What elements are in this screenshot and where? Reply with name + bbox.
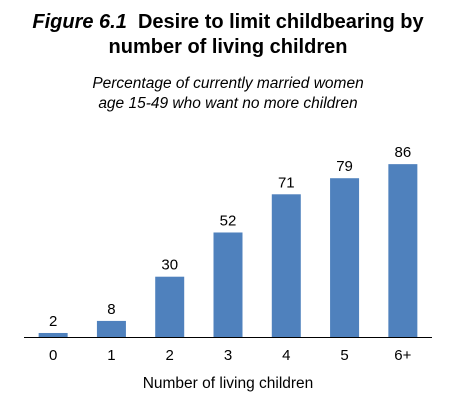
x-tick-label-0: 0 xyxy=(49,347,57,364)
subtitle-line-2: age 15-49 who want no more children xyxy=(98,95,358,112)
title-line-1: Figure 6.1 Desire to limit childbearing … xyxy=(0,10,456,35)
x-tick-label-3: 3 xyxy=(224,347,232,364)
bar-3 xyxy=(213,232,243,337)
data-label-3: 52 xyxy=(220,212,237,229)
x-axis-label: Number of living children xyxy=(143,375,314,392)
bar-2 xyxy=(155,276,185,337)
bar-4 xyxy=(271,194,301,337)
chart-subtitle: Percentage of currently married women ag… xyxy=(0,74,456,114)
x-tick-labels-group: 0 1 2 3 4 5 6+ xyxy=(49,347,412,364)
figure-number: Figure 6.1 xyxy=(32,11,127,33)
bars-group xyxy=(38,164,418,337)
subtitle-line-1: Percentage of currently married women xyxy=(92,75,364,92)
bar-5 xyxy=(330,178,360,337)
data-labels-group: 2 8 30 52 71 79 86 xyxy=(49,144,411,330)
data-label-5: 79 xyxy=(336,158,353,175)
x-tick-label-1: 1 xyxy=(107,347,115,364)
bar-0 xyxy=(38,332,68,337)
data-label-6+: 86 xyxy=(395,144,412,161)
bar-1 xyxy=(96,320,126,337)
title-line-2: number of living children xyxy=(108,36,348,58)
data-label-0: 2 xyxy=(49,313,57,330)
x-tick-label-4: 4 xyxy=(282,347,290,364)
bar-6+ xyxy=(388,164,418,337)
x-tick-label-6+: 6+ xyxy=(394,347,411,364)
data-label-2: 30 xyxy=(161,257,178,274)
data-label-1: 8 xyxy=(107,301,115,318)
x-tick-label-2: 2 xyxy=(166,347,174,364)
title-text-1: Desire to limit childbearing by xyxy=(137,11,424,33)
chart-title: Figure 6.1 Desire to limit childbearing … xyxy=(0,10,456,60)
data-label-4: 71 xyxy=(278,174,295,191)
x-tick-label-5: 5 xyxy=(340,347,348,364)
